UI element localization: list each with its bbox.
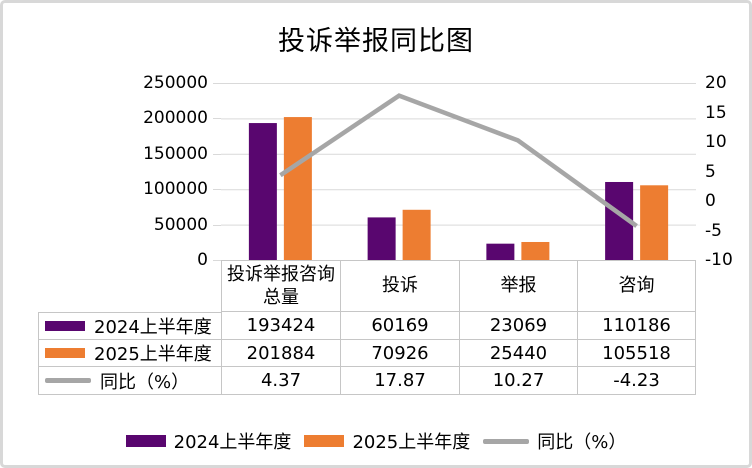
table-header-reports: 举报 [459, 260, 577, 312]
legend-label-2025: 2025上半年度 [352, 432, 471, 453]
tick-mark [213, 153, 221, 155]
y-axis-left-tick: 0 [197, 250, 208, 270]
y-axis-right-tick: 5 [705, 161, 716, 182]
table-cell-yoy-consultations: -4.23 [577, 367, 696, 395]
y-axis-left-tick: 100000 [143, 179, 208, 200]
bar-2025上半年度-咨询 [640, 185, 669, 260]
table-row-label-yoy: 同比（%） [38, 367, 221, 395]
table-cell-2024-reports: 23069 [459, 312, 577, 340]
tick-mark [213, 189, 221, 191]
legend-item-2025: 2025上半年度 [304, 428, 470, 454]
table-cell-yoy-total: 4.37 [221, 367, 340, 395]
y-axis-left-tick: 50000 [153, 214, 208, 235]
data-table: 投诉举报咨询总量 投诉 举报 咨询 2024上半年度 193424 60169 … [38, 260, 696, 395]
series-swatch-2025-icon [45, 348, 85, 358]
table-cell-yoy-reports: 10.27 [459, 367, 577, 395]
y-axis-left-tick: 250000 [143, 73, 208, 93]
y-axis-right-tick: 10 [705, 132, 727, 152]
table-cell-2024-total: 193424 [221, 312, 340, 340]
tick-mark [213, 260, 221, 261]
table-corner-cell [38, 260, 221, 312]
table-cell-2025-reports: 25440 [459, 340, 577, 367]
table-row-label-2025: 2025上半年度 [38, 340, 221, 367]
table-cell-2025-consultations: 105518 [577, 340, 696, 367]
y-axis-left-tick: 150000 [143, 143, 208, 164]
series-swatch-2024-icon [45, 321, 85, 331]
legend-item-yoy: 同比（%） [483, 428, 626, 454]
bar-2024上半年度-投诉 [367, 217, 396, 260]
series-label-2024: 2024上半年度 [94, 317, 212, 338]
y-axis-right-tick: 20 [705, 73, 727, 93]
bar-2024上半年度-投诉举报咨询总量 [248, 123, 277, 260]
y-axis-left-tick: 200000 [143, 108, 208, 129]
bar-2025上半年度-举报 [521, 241, 550, 260]
series-swatch-yoy-line-icon [45, 378, 91, 383]
legend-swatch-2024-icon [125, 435, 166, 447]
bar-2025上半年度-投诉 [402, 209, 431, 260]
table-cell-yoy-complaints: 17.87 [340, 367, 459, 395]
tick-mark [213, 83, 221, 84]
yoy-line [279, 93, 638, 228]
table-header-complaints: 投诉 [340, 260, 459, 312]
y-axis-right-tick: -10 [705, 250, 733, 270]
legend-item-2024: 2024上半年度 [125, 428, 292, 454]
bar-2025上半年度-投诉举报咨询总量 [283, 117, 312, 260]
legend-label-2024: 2024上半年度 [173, 432, 292, 453]
legend-swatch-2025-icon [304, 435, 345, 447]
legend-swatch-yoy-line-icon [483, 438, 530, 444]
table-header-consultations: 咨询 [577, 260, 696, 312]
chart-title: 投诉举报同比图 [278, 26, 474, 57]
table-row-label-2024: 2024上半年度 [38, 312, 221, 340]
table-cell-2024-complaints: 60169 [340, 312, 459, 340]
y-axis-right-tick: 15 [705, 102, 727, 123]
table-header-total: 投诉举报咨询总量 [221, 260, 340, 312]
table-cell-2024-consultations: 110186 [577, 312, 696, 340]
table-cell-2025-complaints: 70926 [340, 340, 459, 367]
y-axis-left: 250000 200000 150000 100000 50000 0 [3, 73, 221, 270]
table-cell-2025-total: 201884 [221, 340, 340, 367]
series-label-yoy: 同比（%） [100, 371, 190, 393]
legend: 2024上半年度 2025上半年度 同比（%） [3, 426, 749, 456]
legend-label-yoy: 同比（%） [537, 432, 627, 453]
plot-area [221, 83, 696, 260]
y-axis-right-tick: -5 [705, 220, 722, 241]
y-axis-right-tick: 0 [705, 191, 716, 211]
tick-mark [213, 224, 221, 226]
y-axis-right: 20 15 10 5 0 -5 -10 [696, 73, 749, 270]
tick-mark [213, 118, 221, 120]
series-label-2025: 2025上半年度 [94, 344, 212, 365]
bar-2024上半年度-举报 [486, 243, 515, 260]
